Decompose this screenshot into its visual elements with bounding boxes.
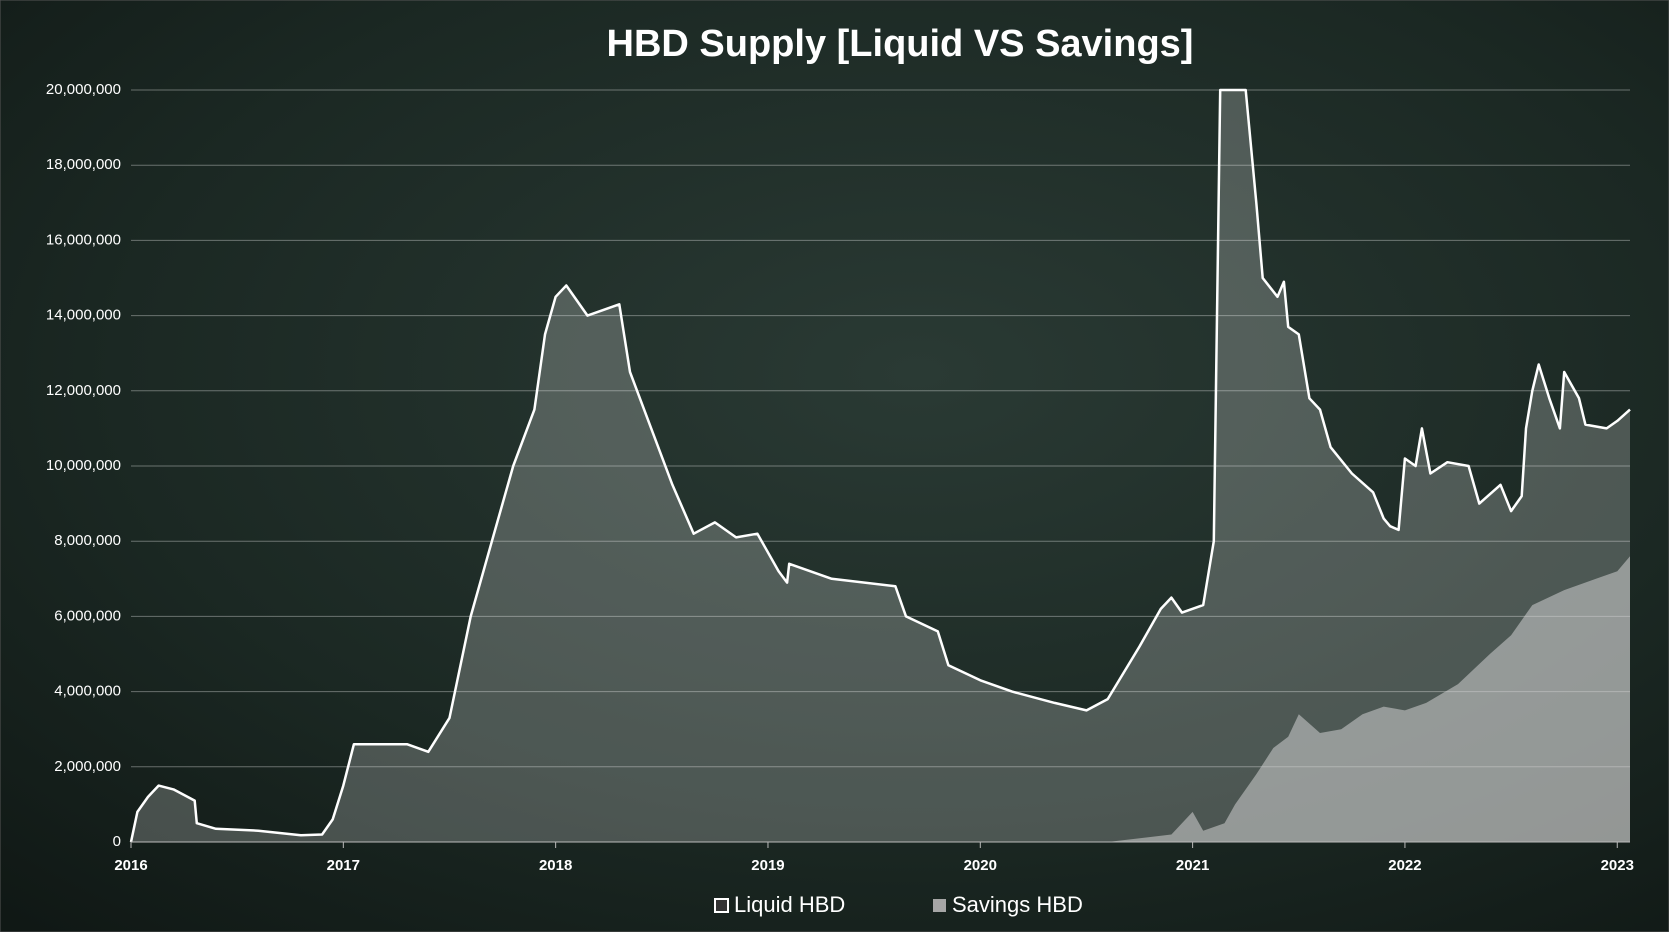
legend-swatch [714, 898, 729, 913]
x-tick-label: 2018 [539, 857, 572, 874]
chart-title: HBD Supply [Liquid VS Savings] [607, 23, 1194, 65]
y-tick-label: 4,000,000 [54, 683, 121, 700]
y-tick-label: 18,000,000 [46, 156, 121, 173]
legend-label: Savings HBD [952, 892, 1083, 917]
area [131, 90, 1630, 842]
grid [131, 89, 1630, 843]
x-tick-label: 2016 [114, 857, 147, 874]
y-tick-label: 8,000,000 [54, 532, 121, 549]
x-tick-label: 2017 [327, 857, 360, 874]
y-tick-label: 2,000,000 [54, 758, 121, 775]
x-tick-label: 2019 [751, 857, 784, 874]
line [129, 88, 1631, 843]
legend-swatch [933, 899, 946, 912]
x-tick-label: 2020 [964, 857, 997, 874]
y-tick-label: 14,000,000 [46, 307, 121, 324]
legend: Liquid HBD Savings HBD [714, 892, 1083, 917]
legend-label: Liquid HBD [734, 892, 845, 917]
plot [129, 88, 1631, 843]
x-tick-label: 2023 [1601, 857, 1634, 874]
axes: 0 2,000,000 4,000,000 6,000,000 8,000,000 10,… [46, 81, 1634, 874]
area [131, 556, 1630, 842]
y-tick-label: 12,000,000 [46, 382, 121, 399]
y-tick-label: 10,000,000 [46, 457, 121, 474]
y-tick-label: 20,000,000 [46, 81, 121, 98]
y-tick-label: 16,000,000 [46, 231, 121, 248]
x-tick-label: 2021 [1176, 857, 1209, 874]
y-tick-label: 0 [113, 833, 121, 850]
y-tick-label: 6,000,000 [54, 607, 121, 624]
x-tick-label: 2022 [1388, 857, 1421, 874]
